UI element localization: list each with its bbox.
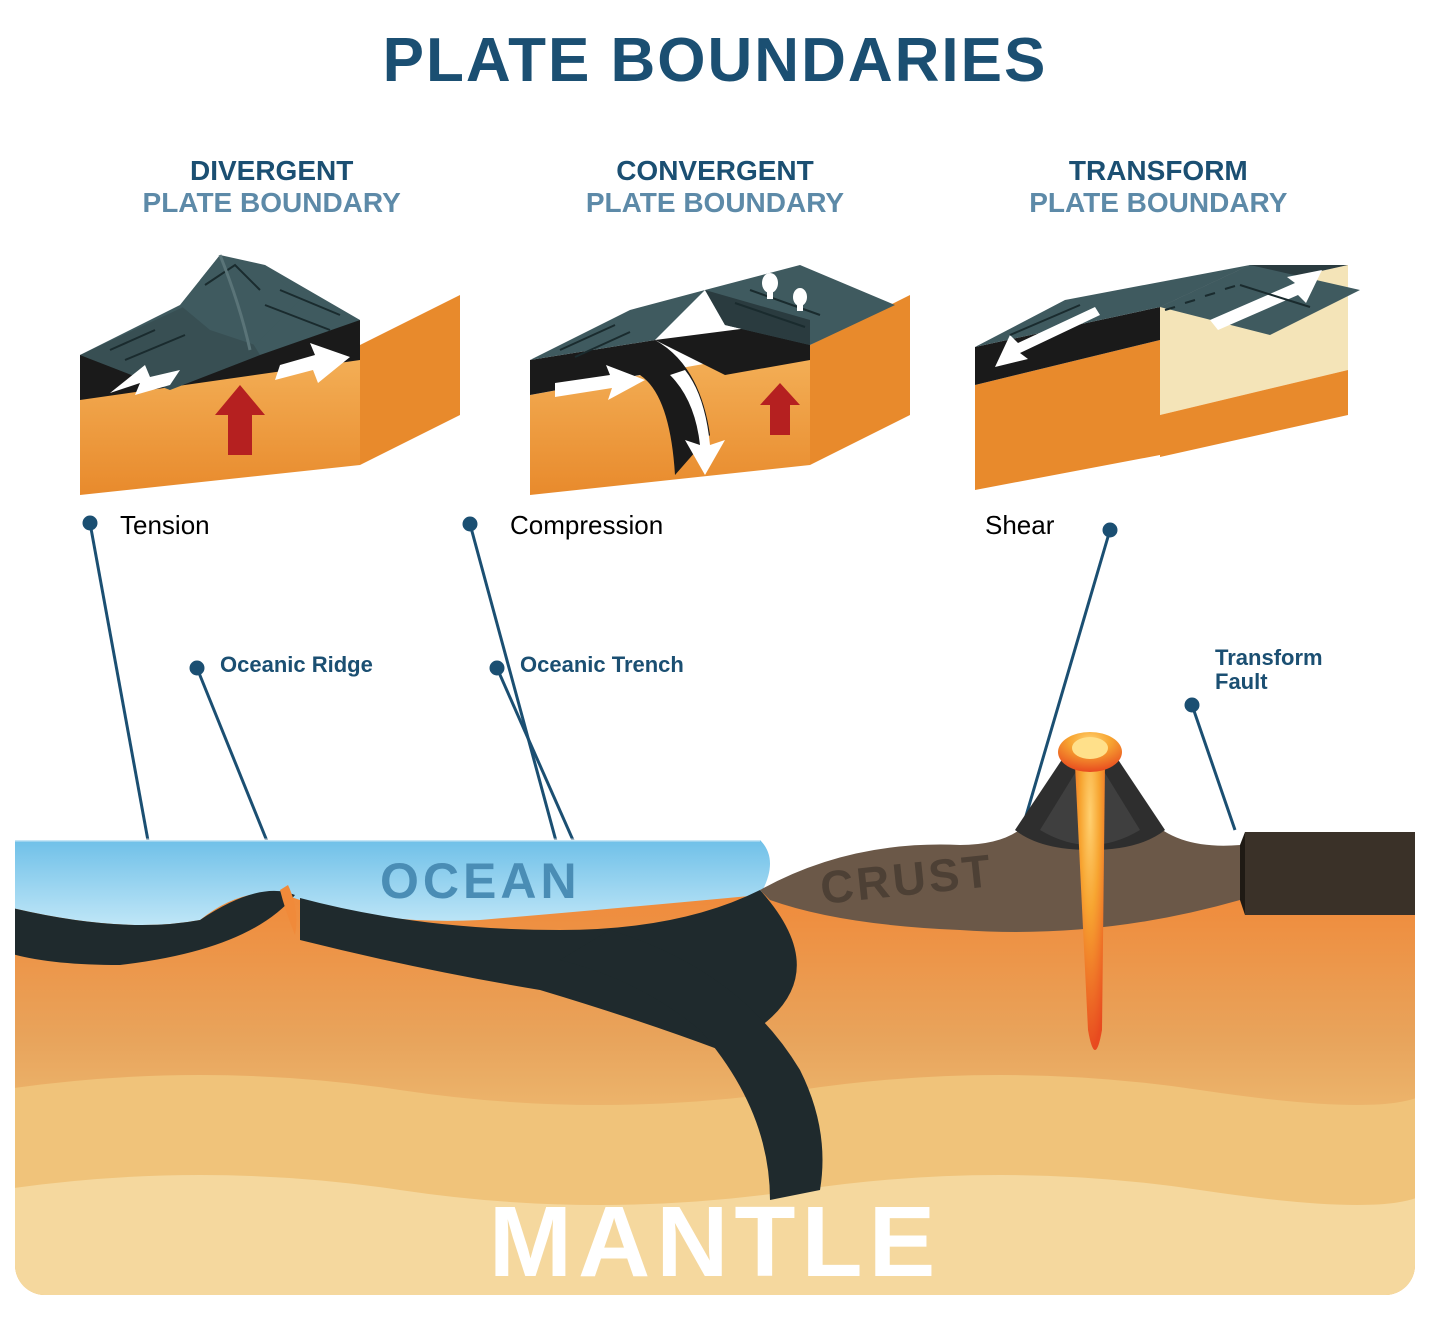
convergent-title: CONVERGENT PLATE BOUNDARY (505, 155, 925, 219)
divergent-block (50, 235, 480, 495)
transform-block (950, 235, 1380, 495)
convergent-title-line1: CONVERGENT (505, 155, 925, 187)
compression-label: Compression (510, 510, 663, 541)
transform-title-line2: PLATE BOUNDARY (948, 187, 1368, 219)
oceanic-trench-label: Oceanic Trench (520, 652, 684, 678)
transform-fault-label: TransformFault (1215, 646, 1323, 694)
oceanic-ridge-label: Oceanic Ridge (220, 652, 373, 678)
page-title: PLATE BOUNDARIES (0, 25, 1430, 96)
divergent-title-line2: PLATE BOUNDARY (62, 187, 482, 219)
mantle-label: MANTLE (0, 1185, 1430, 1300)
convergent-block (500, 235, 930, 495)
divergent-title-line1: DIVERGENT (62, 155, 482, 187)
blocks-row (0, 235, 1430, 495)
convergent-title-line2: PLATE BOUNDARY (505, 187, 925, 219)
transform-title: TRANSFORM PLATE BOUNDARY (948, 155, 1368, 219)
tension-label: Tension (120, 510, 210, 541)
divergent-title: DIVERGENT PLATE BOUNDARY (62, 155, 482, 219)
ocean-label: OCEAN (380, 852, 581, 910)
transform-title-line1: TRANSFORM (948, 155, 1368, 187)
shear-label: Shear (985, 510, 1054, 541)
block-titles-row: DIVERGENT PLATE BOUNDARY CONVERGENT PLAT… (0, 155, 1430, 219)
